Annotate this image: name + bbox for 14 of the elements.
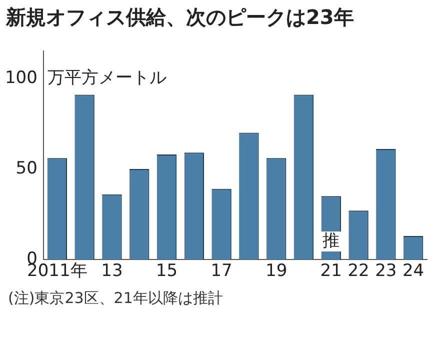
x-tick-label: 15 xyxy=(156,261,178,282)
y-tick-label: 50 xyxy=(16,158,38,178)
x-tick-label: 13 xyxy=(101,261,123,282)
x-tick-label: 24 xyxy=(402,261,424,282)
annotation: 推 xyxy=(322,230,340,251)
y-axis-title: 万平方メートル xyxy=(47,68,166,88)
x-tick-label: 17 xyxy=(210,261,232,282)
x-tick-label: 19 xyxy=(266,261,288,282)
x-tick-label: 23 xyxy=(375,261,397,282)
y-tick-label: 100 xyxy=(4,68,38,88)
x-tick-label: 21 xyxy=(320,261,342,282)
x-tick-label: 22 xyxy=(348,261,370,282)
text: (注)東京23区、21年以降は推計 xyxy=(8,288,223,309)
chart-title: 新規オフィス供給、次のピークは23年 xyxy=(6,4,354,31)
